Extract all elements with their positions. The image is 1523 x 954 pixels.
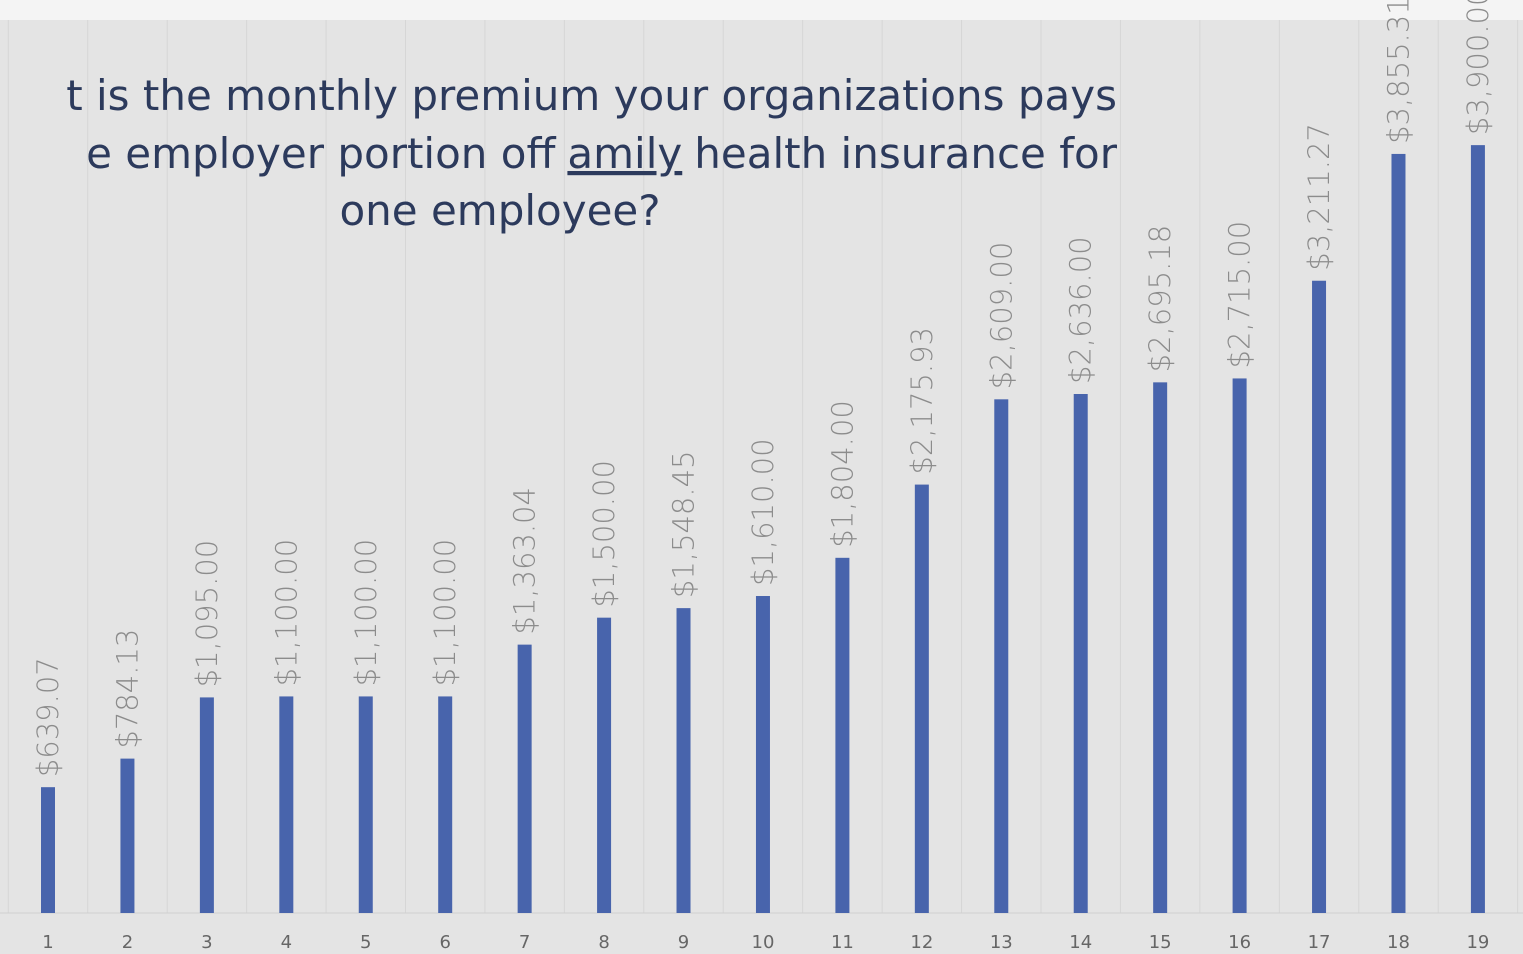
value-label: $3,900.00	[1461, 0, 1495, 135]
value-label: $1,548.45	[667, 451, 701, 599]
title-line: one employee?	[339, 186, 660, 235]
bar	[1232, 378, 1247, 913]
bar	[517, 644, 532, 913]
bar	[1391, 153, 1406, 913]
value-label: $1,095.00	[190, 540, 224, 688]
value-label: $1,804.00	[825, 400, 859, 548]
value-label: $1,100.00	[269, 539, 303, 687]
bar	[1153, 382, 1168, 913]
value-label: $2,609.00	[984, 242, 1018, 390]
x-tick-label: 7	[519, 932, 530, 953]
x-tick-label: 14	[1069, 932, 1092, 953]
value-label: $784.13	[110, 629, 144, 749]
x-tick-label: 12	[910, 932, 933, 953]
top-strip	[0, 0, 1523, 20]
bar	[676, 608, 691, 913]
value-label: $3,855.31	[1381, 0, 1415, 144]
x-tick-label: 16	[1228, 932, 1251, 953]
title-part: family	[567, 129, 682, 178]
title: t is the monthly premium your organizati…	[66, 71, 1118, 235]
x-tick-label: 18	[1387, 932, 1410, 953]
x-tick-label: 5	[360, 932, 371, 953]
value-label: $639.07	[31, 657, 65, 777]
x-tick-label: 9	[678, 932, 689, 953]
bar	[41, 787, 55, 913]
value-label: $2,636.00	[1064, 236, 1098, 384]
value-label: $1,500.00	[587, 460, 621, 608]
bar	[358, 696, 373, 913]
x-tick-label: 3	[201, 932, 212, 953]
bar	[279, 696, 294, 913]
value-label: $3,211.27	[1302, 123, 1336, 271]
bar	[914, 484, 929, 913]
bar	[438, 696, 453, 913]
value-label: $2,695.18	[1143, 225, 1177, 373]
x-tick-label: 8	[598, 932, 609, 953]
x-tick-label: 11	[831, 932, 854, 953]
bar	[120, 758, 135, 913]
bar	[755, 596, 770, 913]
grid	[0, 20, 1523, 914]
x-tick-label: 2	[122, 932, 133, 953]
marks: 1 $639.07 2 $784.13 3 $1,095.00 4 $1,100.00 5 $1,…	[31, 0, 1495, 953]
bar	[1470, 145, 1485, 914]
x-tick-label: 15	[1149, 932, 1172, 953]
x-tick-label: 10	[752, 932, 775, 953]
x-tick-label: 13	[990, 932, 1013, 953]
bar	[1312, 280, 1327, 914]
x-tick-label: 1	[42, 932, 53, 953]
value-label: $1,100.00	[349, 539, 383, 687]
title-part: health insurance for	[694, 129, 1117, 178]
x-tick-label: 4	[281, 932, 292, 953]
value-label: $2,175.93	[905, 327, 939, 475]
x-tick-label: 6	[439, 932, 450, 953]
bar	[1073, 394, 1088, 914]
x-tick-label: 19	[1466, 932, 1489, 953]
value-label: $1,610.00	[746, 438, 780, 586]
title-part: e employer portion of	[86, 129, 556, 178]
value-label: $2,715.00	[1223, 221, 1257, 369]
bar	[994, 399, 1009, 913]
bar	[199, 697, 214, 913]
title-line: e employer portion of family health insura…	[86, 129, 1118, 178]
bar	[597, 617, 612, 913]
value-label: $1,100.00	[428, 539, 462, 687]
title-line: t is the monthly premium your organizati…	[66, 71, 1117, 120]
bar	[835, 557, 850, 913]
value-label: $1,363.04	[508, 487, 542, 635]
x-tick-label: 17	[1308, 932, 1331, 953]
